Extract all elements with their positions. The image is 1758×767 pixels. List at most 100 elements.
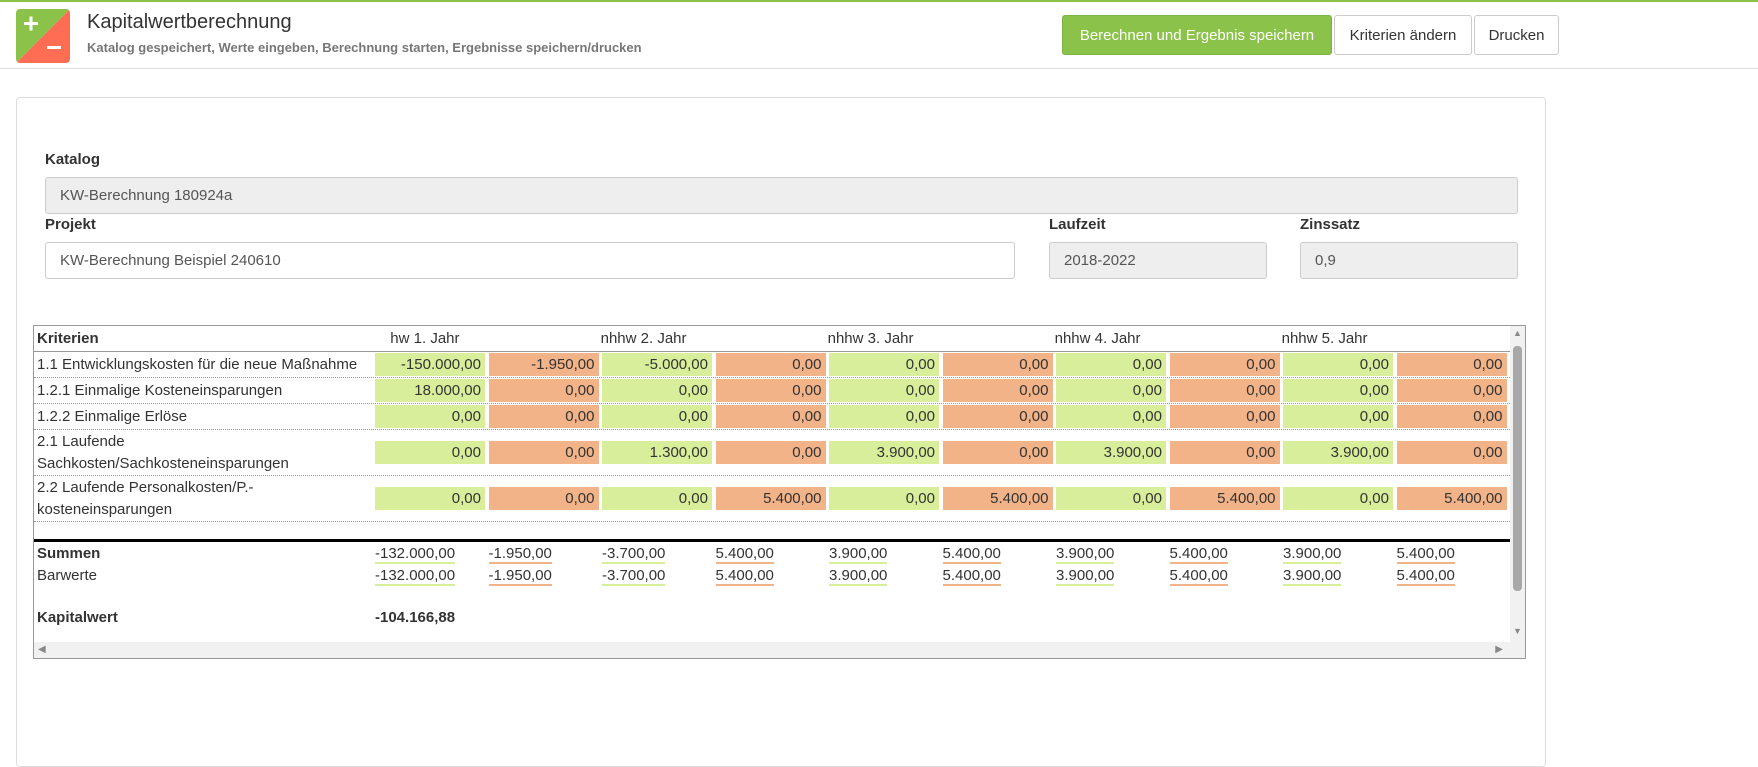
- year-header: nhhw 2. Jahr: [600, 330, 687, 347]
- value-input[interactable]: 0,00: [942, 379, 1053, 402]
- page-subtitle: Katalog gespeichert, Werte eingeben, Ber…: [87, 40, 642, 55]
- value-input[interactable]: 0,00: [715, 379, 826, 402]
- value-text: 5.400,00: [1396, 566, 1455, 586]
- barwerte-value: 3.900,00: [829, 566, 939, 586]
- value-text: 5.400,00: [1396, 544, 1455, 564]
- value-text: 5.400,00: [1169, 566, 1228, 586]
- value-input[interactable]: 0,00: [829, 379, 939, 402]
- value-input[interactable]: 0,00: [1056, 487, 1166, 510]
- value-input[interactable]: 0,00: [1056, 379, 1166, 402]
- value-input[interactable]: 0,00: [1056, 353, 1166, 376]
- value-text: 3.900,00: [1056, 566, 1115, 586]
- value-input[interactable]: 0,00: [1396, 405, 1507, 428]
- zinssatz-label: Zinssatz: [1300, 216, 1361, 233]
- value-input[interactable]: 0,00: [488, 487, 599, 510]
- value-input[interactable]: 0,00: [942, 353, 1053, 376]
- top-accent-line: [0, 0, 1758, 2]
- value-input[interactable]: 18.000,00: [375, 379, 485, 402]
- kapitalwert-label: Kapitalwert: [37, 608, 118, 626]
- value-input[interactable]: 0,00: [488, 441, 599, 464]
- page-title: Kapitalwertberechnung: [87, 11, 292, 33]
- value-input[interactable]: 3.900,00: [1056, 441, 1166, 464]
- value-input[interactable]: 0,00: [1283, 379, 1393, 402]
- calculate-save-button[interactable]: Berechnen und Ergebnis speichern: [1062, 15, 1332, 55]
- summen-value: -132.000,00: [375, 544, 485, 564]
- year-header: nhhw 5. Jahr: [1281, 330, 1368, 347]
- print-button[interactable]: Drucken: [1474, 15, 1559, 55]
- value-input[interactable]: -150.000,00: [375, 353, 485, 376]
- value-input[interactable]: 0,00: [1396, 353, 1507, 376]
- value-input[interactable]: 0,00: [715, 441, 826, 464]
- summen-value: -1.950,00: [488, 544, 599, 564]
- value-text: -132.000,00: [375, 566, 456, 586]
- criteria-label: 1.2.1 Einmalige Kosteneinsparungen: [37, 382, 283, 399]
- value-input[interactable]: 0,00: [1056, 405, 1166, 428]
- value-text: 5.400,00: [1169, 544, 1228, 564]
- criteria-label: 1.2.2 Einmalige Erlöse: [37, 408, 188, 425]
- value-input[interactable]: 5.400,00: [1396, 487, 1507, 510]
- value-input[interactable]: 0,00: [1283, 487, 1393, 510]
- value-input[interactable]: 0,00: [942, 405, 1053, 428]
- summen-value: 5.400,00: [715, 544, 826, 564]
- summen-value: 3.900,00: [1056, 544, 1166, 564]
- value-input[interactable]: -5.000,00: [602, 353, 712, 376]
- value-input[interactable]: 0,00: [375, 487, 485, 510]
- value-input[interactable]: 0,00: [1169, 353, 1280, 376]
- scroll-left-icon[interactable]: ◀: [38, 644, 46, 655]
- value-input[interactable]: 0,00: [829, 487, 939, 510]
- value-input[interactable]: 0,00: [1396, 441, 1507, 464]
- scroll-right-icon[interactable]: ▶: [1495, 644, 1503, 655]
- value-input[interactable]: 0,00: [1283, 405, 1393, 428]
- barwerte-value: 5.400,00: [1396, 566, 1507, 586]
- value-input[interactable]: 0,00: [1169, 441, 1280, 464]
- barwerte-label: Barwerte: [37, 566, 98, 584]
- value-input[interactable]: 0,00: [942, 441, 1053, 464]
- scroll-down-icon[interactable]: ▼: [1513, 626, 1522, 636]
- value-input[interactable]: 0,00: [602, 405, 712, 428]
- kapitalwert-row: Kapitalwert -104.166,88: [34, 606, 1525, 628]
- year-header: nhhw 4. Jahr: [1054, 330, 1141, 347]
- value-text: 3.900,00: [1056, 544, 1115, 564]
- value-input[interactable]: 5.400,00: [1169, 487, 1280, 510]
- projekt-input[interactable]: KW-Berechnung Beispiel 240610: [45, 242, 1015, 279]
- value-input[interactable]: 3.900,00: [1283, 441, 1393, 464]
- value-input[interactable]: 5.400,00: [715, 487, 826, 510]
- vertical-scrollbar[interactable]: ▲ ▼: [1510, 326, 1525, 644]
- criteria-header: Kriterien: [37, 330, 99, 347]
- value-input[interactable]: 0,00: [715, 405, 826, 428]
- table-row: 1.1 Entwicklungskosten für die neue Maßn…: [34, 352, 1525, 378]
- value-input[interactable]: 5.400,00: [942, 487, 1053, 510]
- value-text: -1.950,00: [488, 544, 552, 564]
- value-text: 5.400,00: [715, 566, 774, 586]
- value-input[interactable]: 0,00: [375, 441, 485, 464]
- value-input[interactable]: 0,00: [602, 379, 712, 402]
- value-input[interactable]: 0,00: [829, 353, 939, 376]
- barwerte-value: 5.400,00: [715, 566, 826, 586]
- value-input[interactable]: 0,00: [1169, 379, 1280, 402]
- value-input[interactable]: -1.950,00: [488, 353, 599, 376]
- value-input[interactable]: 1.300,00: [602, 441, 712, 464]
- value-input[interactable]: 0,00: [1169, 405, 1280, 428]
- horizontal-scrollbar[interactable]: ◀ ▶: [34, 642, 1525, 658]
- value-input[interactable]: 0,00: [488, 405, 599, 428]
- barwerte-value: 5.400,00: [1169, 566, 1280, 586]
- scroll-up-icon[interactable]: ▲: [1513, 328, 1522, 338]
- table-row: 2.2 Laufende Personalkosten/P.-kostenein…: [34, 476, 1525, 522]
- value-input[interactable]: 0,00: [375, 405, 485, 428]
- year-header: hw 1. Jahr: [390, 330, 460, 347]
- value-input[interactable]: 0,00: [715, 353, 826, 376]
- summen-label: Summen: [37, 544, 101, 562]
- value-input[interactable]: 3.900,00: [829, 441, 939, 464]
- vertical-scroll-thumb[interactable]: [1513, 346, 1522, 591]
- kapitalwert-value: -104.166,88: [375, 608, 456, 626]
- calculation-table[interactable]: Kriterien hw 1. Jahr nhhw 2. Jahr nhhw 3. …: [33, 325, 1526, 659]
- value-input[interactable]: 0,00: [488, 379, 599, 402]
- value-input[interactable]: 0,00: [602, 487, 712, 510]
- value-input[interactable]: 0,00: [829, 405, 939, 428]
- value-text: -1.950,00: [488, 566, 552, 586]
- criteria-label: 2.2 Laufende Personalkosten/P.-kostenein…: [37, 478, 254, 518]
- change-criteria-button[interactable]: Kriterien ändern: [1334, 15, 1472, 55]
- value-input[interactable]: 0,00: [1283, 353, 1393, 376]
- value-text: 3.900,00: [1283, 544, 1342, 564]
- value-input[interactable]: 0,00: [1396, 379, 1507, 402]
